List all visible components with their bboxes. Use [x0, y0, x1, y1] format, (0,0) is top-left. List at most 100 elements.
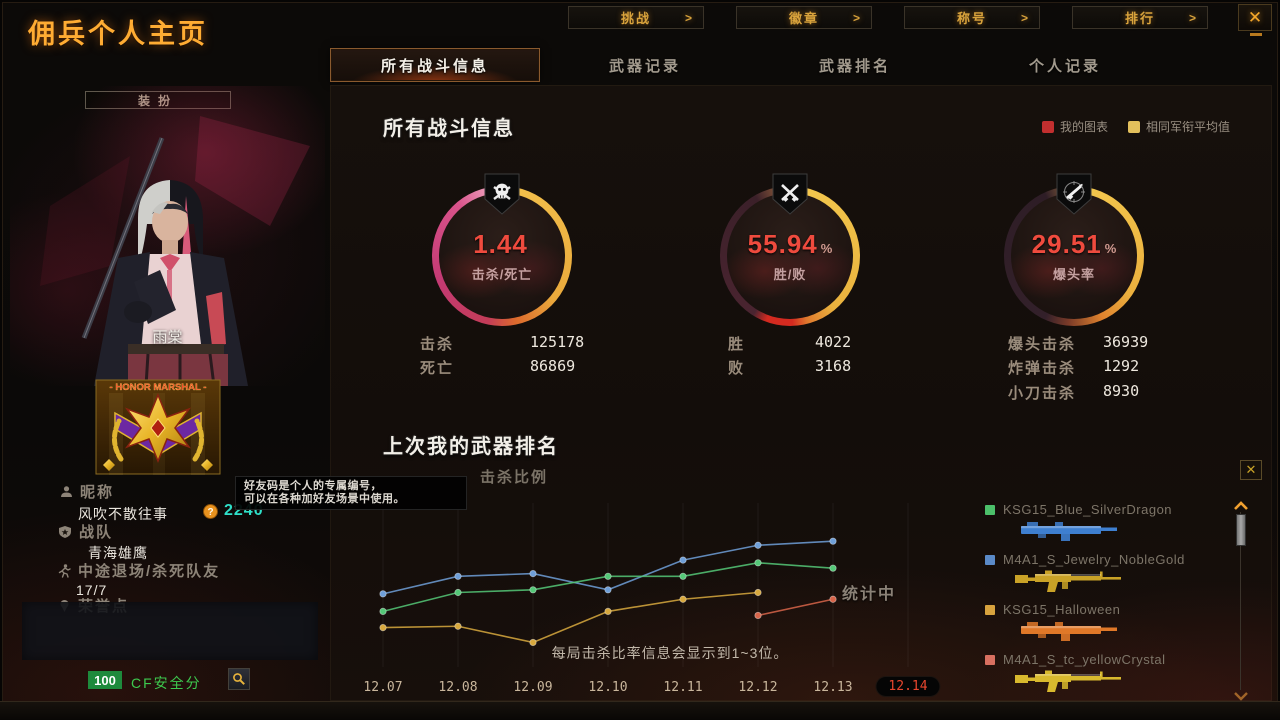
gauge-kd: 1.44 击杀/死亡	[432, 173, 572, 333]
axis-label-12.07: 12.07	[363, 680, 403, 695]
top-nav: 挑战 > 徽章 > 称号 > 排行 >	[568, 6, 1208, 29]
gauge-label: 胜/败	[773, 267, 807, 282]
clan-shield-icon	[59, 525, 71, 538]
weapon-thumbnail	[1013, 665, 1133, 695]
magnifier-icon	[233, 673, 245, 685]
runner-icon	[58, 563, 71, 578]
gauge-label: 击杀/死亡	[471, 267, 533, 282]
axis-label-12.11: 12.11	[663, 680, 703, 695]
stat-value: 125178	[530, 333, 585, 351]
axis-label-12.14[interactable]: 12.14	[876, 677, 940, 696]
tabbar: 所有战斗信息 武器记录 武器排名 个人记录	[330, 48, 1190, 84]
field-nickname-value: 风吹不散往事	[78, 506, 168, 522]
chevron-down-icon[interactable]	[1233, 690, 1249, 702]
top-nav-button-1[interactable]: 徽章 >	[736, 6, 872, 29]
safety-score-lookup-button[interactable]	[228, 668, 250, 690]
chevron-right-icon: >	[1020, 10, 1030, 25]
person-icon	[61, 486, 72, 497]
stat-value: 8930	[1103, 382, 1140, 400]
question-coin-icon[interactable]: ?	[203, 503, 218, 519]
weapons-panel-close-button[interactable]: ✕	[1240, 460, 1262, 480]
tab-3[interactable]: 个人记录	[1028, 57, 1101, 75]
weapon-color-swatch	[985, 654, 995, 665]
stat-label: 爆头击杀	[1008, 336, 1077, 353]
dress-up-button[interactable]: 装扮	[85, 91, 231, 109]
window-bottom-frame	[0, 701, 1280, 720]
close-icon: ✕	[1247, 7, 1263, 27]
weapon-name: M4A1_S_Jewelry_NobleGold	[1003, 552, 1185, 567]
gauge-value: 55.94	[747, 229, 818, 259]
window-close-button[interactable]: ✕	[1238, 4, 1272, 36]
chart-x-axis: 12.07 12.08 12.09 12.10 12.11 12.12 12.13 12.14	[330, 677, 970, 700]
weapon-color-swatch	[985, 504, 995, 515]
character-illustration	[40, 116, 310, 386]
page-title: 佣兵个人主页	[28, 19, 208, 49]
chevron-up-icon[interactable]	[1233, 500, 1249, 512]
weapon-color-swatch	[985, 554, 995, 565]
gauge-value: 1.44	[473, 229, 528, 259]
cf-safety-score-badge: 100	[88, 671, 122, 689]
dimmed-overlay-panel	[22, 602, 318, 660]
tab-0[interactable]: 所有战斗信息	[330, 48, 540, 82]
chevron-right-icon: >	[684, 10, 694, 25]
character-render: 雨棠	[10, 86, 325, 386]
kill-ratio-chart	[379, 503, 909, 667]
rifle-icon	[1055, 173, 1093, 215]
weapon-list-item-2[interactable]: KSG15_Halloween	[985, 602, 1215, 650]
stat-label: 小刀击杀	[1008, 385, 1077, 402]
scrollbar-track[interactable]	[1240, 512, 1241, 690]
weapon-list-item-0[interactable]: KSG15_Blue_SilverDragon	[985, 502, 1215, 550]
gauge-headshot: 29.51% 爆头率	[1004, 173, 1144, 333]
weapon-thumbnail	[1013, 565, 1133, 595]
axis-label-12.08: 12.08	[438, 680, 478, 695]
axis-label-12.12: 12.12	[738, 680, 778, 695]
legend-swatch	[1128, 120, 1141, 133]
field-nickname: 昵称	[60, 481, 114, 502]
scrollbar-thumb[interactable]	[1236, 514, 1246, 546]
field-quit-teamkill: 中途退场/杀死队友	[58, 560, 220, 581]
stat-label: 击杀	[420, 336, 455, 353]
gauge-value: 29.51	[1031, 229, 1102, 259]
weapon-thumbnail	[1013, 515, 1133, 545]
section-title-weapon-rank: 上次我的武器排名	[383, 436, 559, 458]
calculating-label: 统计中	[842, 586, 897, 603]
weapon-list-item-1[interactable]: M4A1_S_Jewelry_NobleGold	[985, 552, 1215, 600]
stat-label: 炸弹击杀	[1008, 360, 1077, 377]
stat-value: 86869	[530, 357, 576, 375]
top-nav-button-3[interactable]: 排行 >	[1072, 6, 1208, 29]
skull-icon	[483, 173, 521, 215]
chevron-right-icon: >	[1188, 10, 1198, 25]
field-quit-teamkill-value: 17/7	[76, 582, 108, 598]
tab-2[interactable]: 武器排名	[818, 57, 891, 75]
character-name: 雨棠	[152, 329, 183, 346]
cf-safety-score-label: CF安全分	[131, 675, 202, 691]
tab-1[interactable]: 武器记录	[608, 57, 681, 75]
stat-value: 3168	[815, 357, 852, 375]
honor-marshal-badge: - HONOR MARSHAL -	[95, 379, 221, 475]
weapon-list-item-3[interactable]: M4A1_S_tc_yellowCrystal	[985, 652, 1215, 700]
chart-legend: 我的图表 相同军衔平均值	[1042, 118, 1230, 135]
stat-value: 36939	[1103, 333, 1149, 351]
stat-label: 死亡	[420, 360, 455, 377]
stat-value: 4022	[815, 333, 852, 351]
weapon-name: M4A1_S_tc_yellowCrystal	[1003, 652, 1166, 667]
stat-value: 1292	[1103, 357, 1140, 375]
chart-note: 每局击杀比率信息会显示到1~3位。	[551, 645, 789, 661]
section-title-all-combat: 所有战斗信息	[383, 118, 515, 140]
weapon-name: KSG15_Halloween	[1003, 602, 1121, 617]
weapons-panel: ✕ KSG15_Blue_SilverDragon M4A1_S_Jewelry…	[975, 455, 1272, 711]
badge-title-text: - HONOR MARSHAL -	[110, 382, 207, 393]
weapons-scrollbar[interactable]	[1233, 500, 1249, 702]
axis-label-12.09: 12.09	[513, 680, 553, 695]
field-clan-value: 青海雄鹰	[88, 545, 148, 561]
axis-label-12.10: 12.10	[588, 680, 628, 695]
stat-label: 败	[728, 360, 746, 377]
top-nav-button-2[interactable]: 称号 >	[904, 6, 1040, 29]
gauge-label: 爆头率	[1052, 267, 1095, 282]
top-nav-button-0[interactable]: 挑战 >	[568, 6, 704, 29]
weapon-thumbnail	[1013, 615, 1133, 645]
kill-ratio-subtitle: 击杀比例	[480, 469, 549, 486]
stat-label: 胜	[728, 336, 746, 353]
svg-text:?: ?	[207, 507, 213, 518]
